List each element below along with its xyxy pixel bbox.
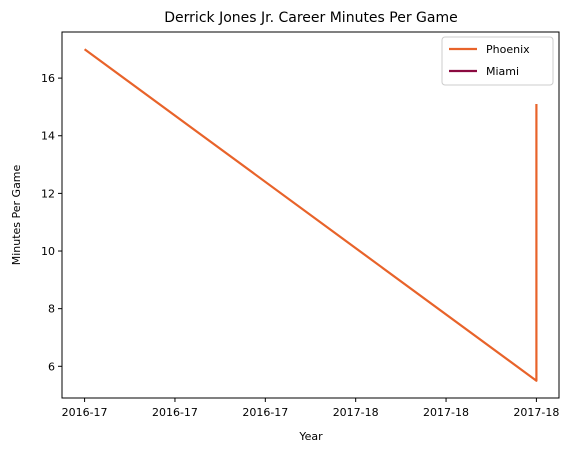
x-tick-label: 2016-17 — [62, 406, 108, 419]
legend-label-phoenix: Phoenix — [486, 43, 530, 56]
x-tick-label: 2017-18 — [513, 406, 559, 419]
x-tick-label: 2017-18 — [423, 406, 469, 419]
series-line-phoenix — [83, 48, 538, 382]
legend-label-miami: Miami — [486, 65, 519, 78]
y-tick-label: 8 — [48, 303, 55, 316]
x-tick-label: 2016-17 — [152, 406, 198, 419]
y-tick-label: 16 — [41, 72, 55, 85]
y-tick-label: 14 — [41, 130, 55, 143]
y-tick-label: 6 — [48, 360, 55, 373]
y-tick-label: 12 — [41, 187, 55, 200]
y-axis-label: Minutes Per Game — [10, 164, 23, 265]
x-tick-label: 2017-18 — [333, 406, 379, 419]
legend: Phoenix Miami — [441, 36, 554, 86]
y-tick-label: 10 — [41, 245, 55, 258]
x-axis-label: Year — [298, 430, 323, 443]
x-axis: 2016-17 2016-17 2016-17 2017-18 2017-18 2017-… — [62, 398, 559, 419]
series-layer — [83, 48, 538, 382]
x-tick-label: 2016-17 — [242, 406, 288, 419]
y-axis: 6 8 10 12 14 16 — [41, 72, 62, 373]
chart-title: Derrick Jones Jr. Career Minutes Per Gam… — [164, 10, 457, 26]
